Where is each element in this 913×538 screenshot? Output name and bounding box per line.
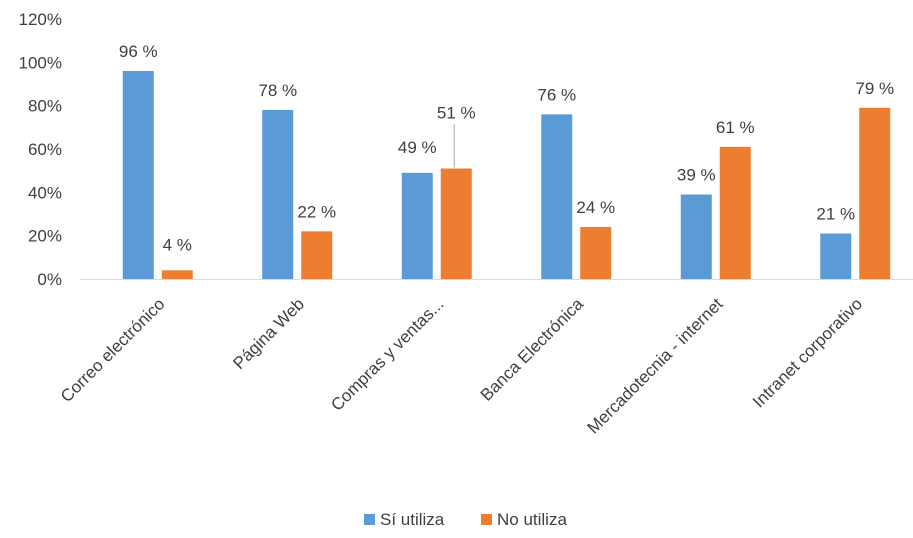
- data-label: 22 %: [297, 202, 336, 221]
- data-labels: 96 % 4 % 78 % 22 % 49 %51 % 76 % 24 % 39 % 61 % 2…: [119, 42, 894, 254]
- data-label: 21 %: [816, 205, 855, 224]
- y-tick-label: 60%: [28, 140, 62, 159]
- bar-si-utiliza: [262, 110, 294, 279]
- data-label: 39 %: [677, 166, 716, 185]
- legend: Sí utiliza No utiliza: [364, 510, 567, 529]
- data-label: 61 %: [716, 118, 755, 137]
- data-label: 96 %: [119, 42, 158, 61]
- bar-si-utiliza: [820, 233, 852, 279]
- bars: [122, 71, 891, 279]
- data-label: 24 %: [576, 198, 615, 217]
- y-tick-label: 80%: [28, 97, 62, 116]
- data-label: 4 %: [163, 235, 192, 254]
- legend-label: No utiliza: [497, 510, 567, 529]
- x-tick-label: Correo electrónico: [57, 294, 169, 406]
- bar-no-utiliza: [719, 146, 751, 279]
- x-tick-label: Mercadotecnia - internet: [584, 294, 727, 437]
- data-label: 51 %: [437, 104, 476, 123]
- y-tick-label: 20%: [28, 227, 62, 246]
- y-tick-label: 100%: [19, 53, 62, 72]
- x-tick-label: Página Web: [229, 294, 308, 373]
- y-tick-label: 120%: [19, 10, 62, 29]
- data-label: 76 %: [537, 85, 576, 104]
- legend-label: Sí utiliza: [380, 510, 445, 529]
- bar-si-utiliza: [541, 114, 573, 279]
- bar-no-utiliza: [580, 227, 612, 279]
- bar-si-utiliza: [401, 172, 433, 279]
- bar-no-utiliza: [440, 168, 472, 279]
- bar-si-utiliza: [680, 194, 712, 279]
- x-tick-label: Compras y ventas...: [327, 294, 447, 414]
- legend-swatch: [364, 514, 375, 525]
- y-tick-label: 0%: [37, 270, 62, 289]
- x-tick-label: Banca Electrónica: [477, 294, 588, 405]
- bar-no-utiliza: [301, 231, 333, 279]
- bar-no-utiliza: [161, 270, 193, 279]
- data-label: 79 %: [855, 79, 894, 98]
- x-axis: Correo electrónico Página Web Compras y ve…: [57, 294, 866, 437]
- data-label: 78 %: [258, 81, 297, 100]
- data-label: 49 %: [398, 138, 437, 157]
- y-tick-label: 40%: [28, 183, 62, 202]
- bar-si-utiliza: [122, 71, 154, 279]
- x-tick-label: Intranet corporativo: [749, 294, 866, 411]
- y-axis: 0% 20% 40% 60% 80% 100% 120%: [19, 10, 913, 289]
- bar-no-utiliza: [859, 107, 891, 279]
- legend-swatch: [481, 514, 492, 525]
